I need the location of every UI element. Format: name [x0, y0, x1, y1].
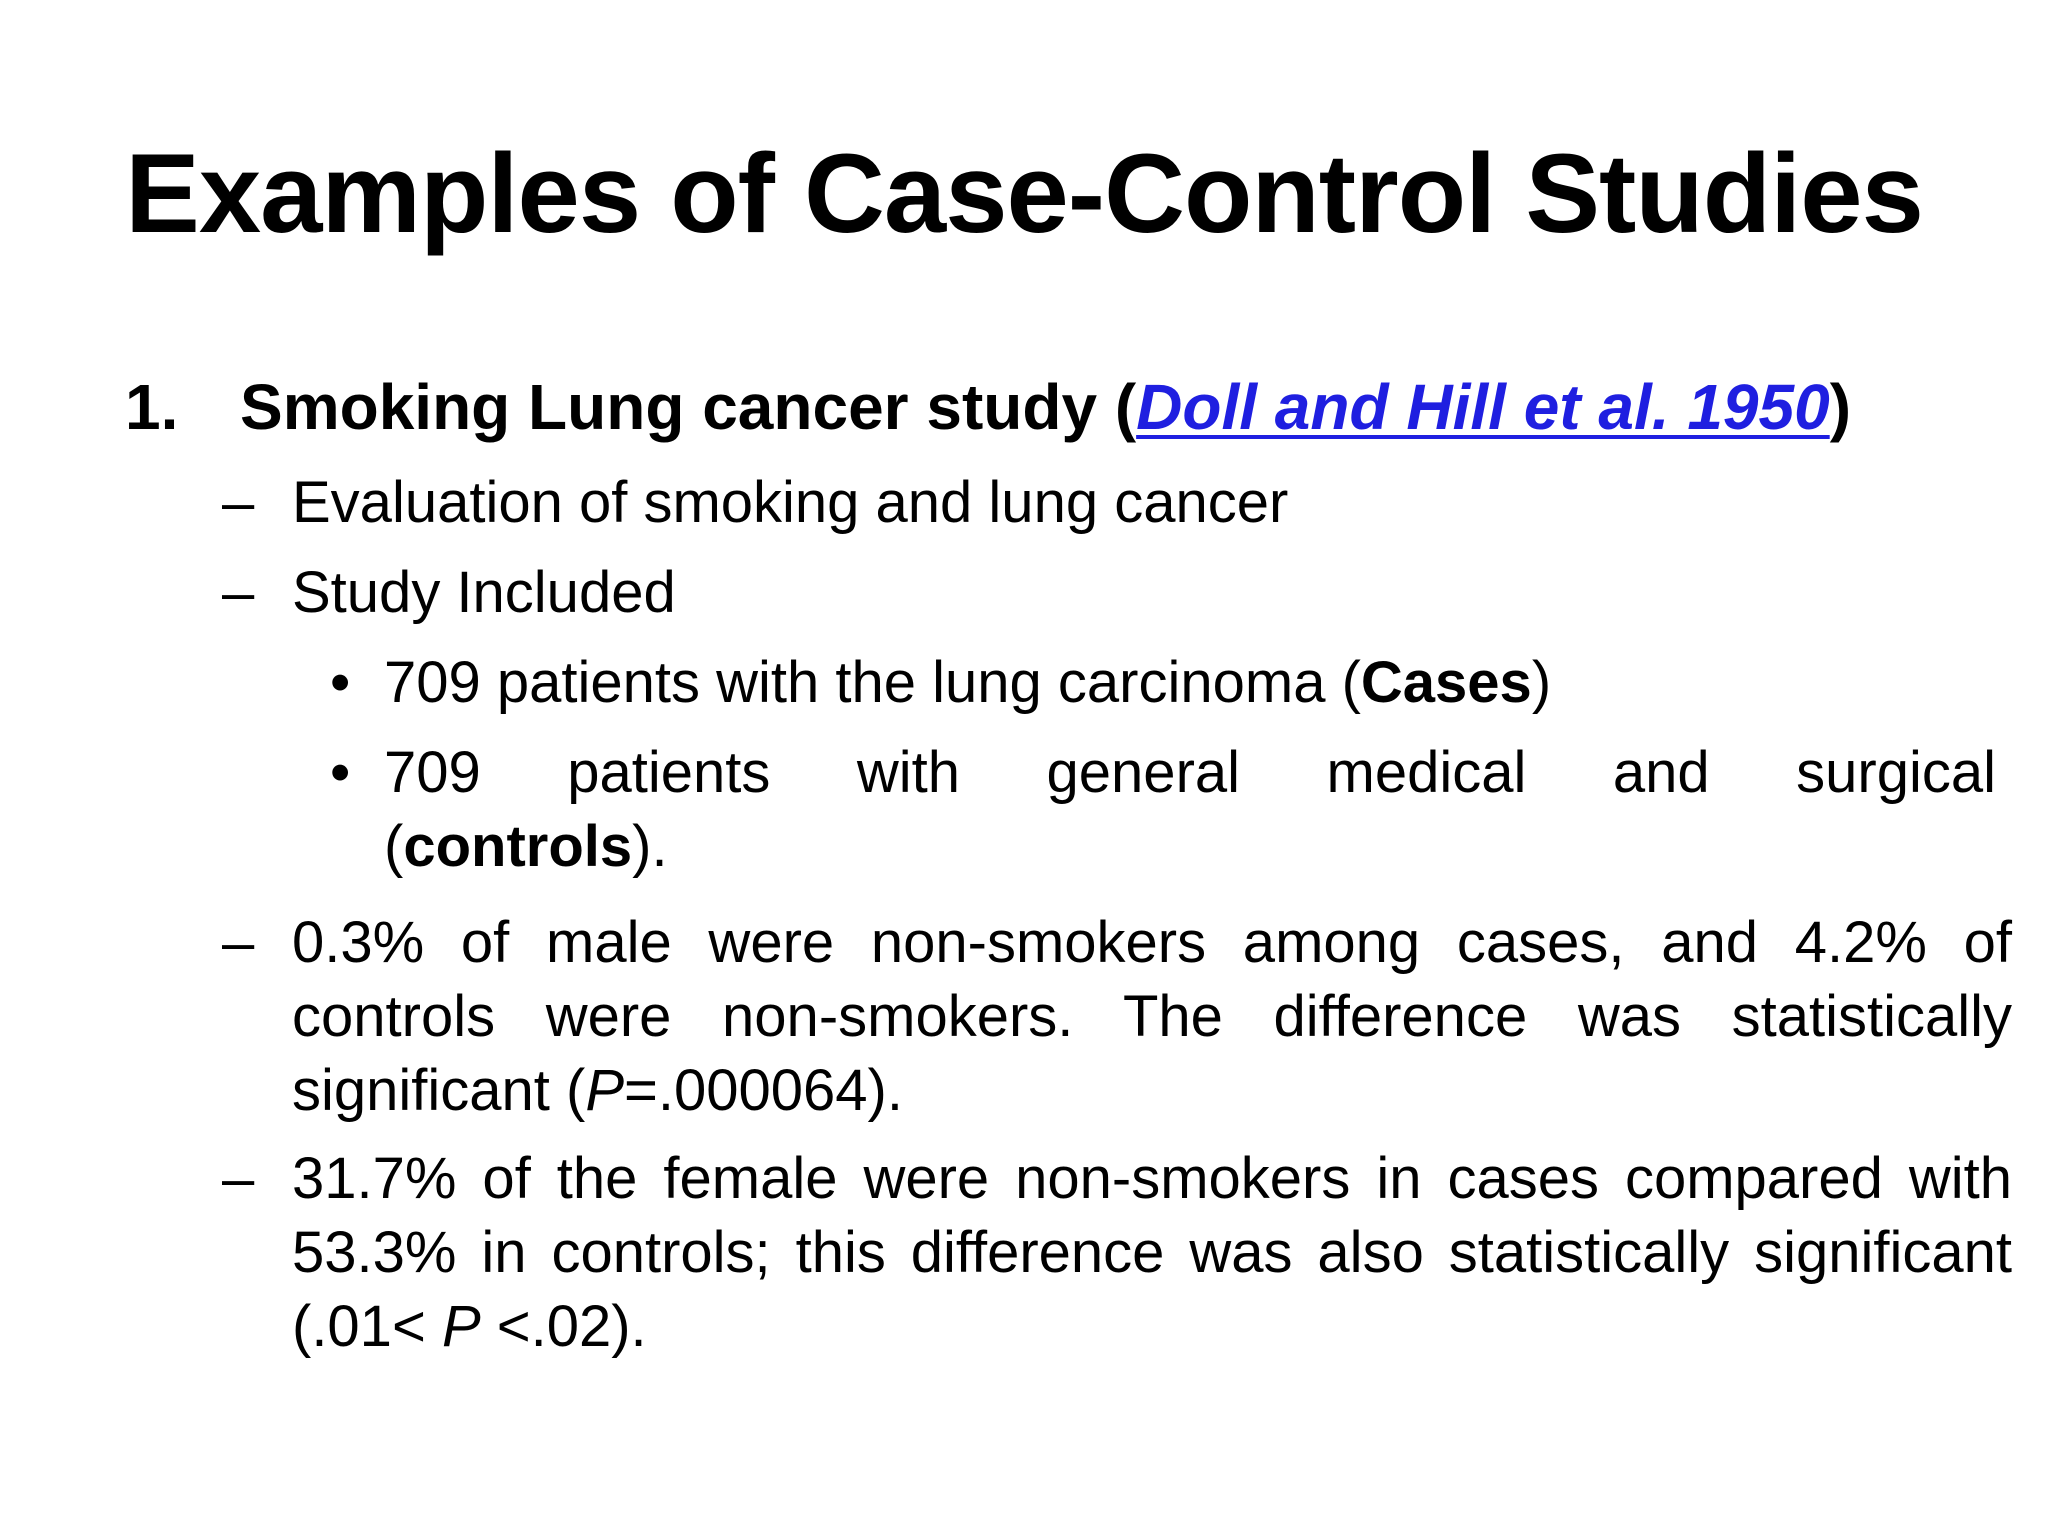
finding-female: – 31.7% of the female were non-smokers i… [222, 1142, 2012, 1364]
bullet-text-close: ). [632, 814, 668, 879]
dash-marker: – [222, 1146, 255, 1211]
reference-link[interactable]: Doll and Hill et al. 1950 [1136, 371, 1830, 443]
bullet-text-close: ) [1531, 650, 1552, 715]
dash-marker: – [222, 560, 255, 625]
bullet-marker: • [330, 740, 351, 805]
slide-title: Examples of Case-Control Studies [125, 131, 1924, 256]
p-symbol: P [585, 1058, 625, 1123]
sub-item-text: Evaluation of smoking and lung cancer [292, 470, 1289, 535]
bullet-text-line2: (controls). [384, 810, 1996, 884]
item-number: 1. [125, 371, 179, 443]
dash-marker: – [222, 470, 255, 535]
bullet-text-open: ( [384, 814, 404, 879]
dash-marker: – [222, 910, 255, 975]
bullet-text: 709 patients with the lung carcinoma ( [384, 650, 1361, 715]
finding-male-text: 0.3% of male were non-smokers among case… [292, 906, 2012, 1128]
numbered-item-1: 1. Smoking Lung cancer study (Doll and Hi… [125, 368, 1945, 446]
finding-text: 31.7% of the female were non-smokers in … [292, 1146, 2012, 1359]
bullet-text-line1: 709 patients with general medical and su… [384, 740, 1996, 805]
finding-text-end: =.000064). [624, 1058, 903, 1123]
bullet-controls: • 709 patients with general medical and … [330, 736, 1996, 884]
controls-label: controls [403, 814, 633, 879]
finding-male: – 0.3% of male were non-smokers among ca… [222, 906, 2012, 1128]
bullet-marker: • [330, 650, 351, 715]
bullet-cases: • 709 patients with the lung carcinoma (… [330, 646, 1996, 720]
sub-item-text: Study Included [292, 560, 676, 625]
finding-text-end: <.02). [480, 1294, 647, 1359]
item-heading: Smoking Lung cancer study ( [240, 371, 1137, 443]
item-heading-close: ) [1829, 371, 1851, 443]
finding-text: 0.3% of male were non-smokers among case… [292, 910, 2012, 1123]
p-symbol: P [441, 1294, 481, 1359]
finding-female-text: 31.7% of the female were non-smokers in … [292, 1142, 2012, 1364]
sub-item-evaluation: – Evaluation of smoking and lung cancer [222, 466, 2012, 540]
sub-item-study-included: – Study Included [222, 556, 2012, 630]
cases-label: Cases [1360, 650, 1532, 715]
